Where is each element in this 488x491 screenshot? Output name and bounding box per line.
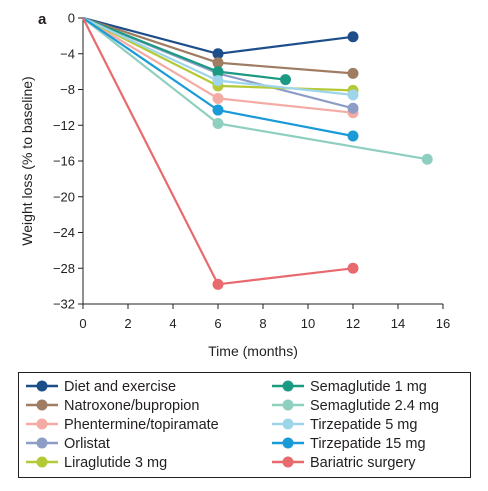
legend: Diet and exercise Natroxone/bupropion Phen…: [18, 372, 471, 478]
x-tick-label: 8: [259, 316, 266, 331]
point-tirzepatide-5-mg: [347, 89, 359, 101]
x-tick-label: 10: [301, 316, 315, 331]
point-bariatric-surgery: [212, 278, 224, 290]
x-tick-label: 14: [391, 316, 405, 331]
point-diet-and-exercise: [347, 31, 359, 43]
legend-label: Semaglutide 2.4 mg: [310, 398, 439, 414]
legend-label: Orlistat: [64, 436, 110, 452]
legend-item-bariatric-surgery: Bariatric surgery: [272, 455, 416, 471]
legend-item-phentermine-topiramate: Phentermine/topiramate: [26, 417, 219, 433]
y-tick-label: 0: [68, 11, 75, 26]
legend-swatch-marker: [282, 456, 294, 468]
y-tick-label: −24: [53, 225, 75, 240]
x-tick-label: 12: [346, 316, 360, 331]
y-tick-label: −4: [60, 46, 75, 61]
legend-swatch-marker: [282, 437, 294, 449]
panel-label: a: [38, 11, 47, 28]
legend-item-diet-and-exercise: Diet and exercise: [26, 379, 176, 395]
point-phentermine-topiramate: [212, 92, 224, 104]
x-tick-label: 0: [79, 316, 86, 331]
legend-swatch-marker: [36, 456, 48, 468]
axes: 0 2 4 6 8 10 12 14 16 0 −4 −8 −12 −16 −20 −24 −28 −32: [53, 11, 450, 332]
x-tick-label: 16: [436, 316, 450, 331]
x-axis-label: Time (months): [208, 343, 298, 359]
y-tick-label: −20: [53, 189, 75, 204]
legend-label: Semaglutide 1 mg: [310, 379, 427, 395]
y-tick-label: −28: [53, 261, 75, 276]
legend-swatch-marker: [282, 418, 294, 430]
legend-swatch-marker: [282, 380, 294, 392]
point-semaglutide-2-4-mg: [421, 153, 433, 165]
legend-label: Liraglutide 3 mg: [64, 455, 167, 471]
point-orlistat: [347, 102, 359, 114]
legend-swatch-marker: [36, 399, 48, 411]
legend-item-tirzepatide-5-mg: Tirzepatide 5 mg: [272, 417, 417, 433]
y-tick-label: −8: [60, 82, 75, 97]
y-tick-label: −32: [53, 297, 75, 312]
legend-label: Natroxone/bupropion: [64, 398, 199, 414]
y-axis-label: Weight loss (% to baseline): [19, 76, 35, 245]
x-tick-label: 6: [214, 316, 221, 331]
legend-label: Phentermine/topiramate: [64, 417, 219, 433]
point-diet-and-exercise: [212, 48, 224, 60]
legend-box: [18, 372, 471, 478]
point-tirzepatide-15-mg: [347, 130, 359, 142]
legend-item-semaglutide-1-mg: Semaglutide 1 mg: [272, 379, 427, 395]
series-points: [212, 31, 433, 290]
y-tick-label: −12: [53, 118, 75, 133]
legend-item-liraglutide-3-mg: Liraglutide 3 mg: [26, 455, 167, 471]
x-tick-label: 2: [124, 316, 131, 331]
legend-item-orlistat: Orlistat: [26, 436, 110, 452]
legend-label: Bariatric surgery: [310, 455, 416, 471]
legend-label: Tirzepatide 15 mg: [310, 436, 426, 452]
point-bariatric-surgery: [347, 262, 359, 274]
point-semaglutide-1-mg: [212, 66, 224, 78]
point-natroxone-bupropion: [212, 57, 224, 69]
series-lines: [82, 16, 428, 286]
legend-swatch-marker: [36, 380, 48, 392]
legend-label: Diet and exercise: [64, 379, 176, 395]
legend-swatch-marker: [282, 399, 294, 411]
legend-item-tirzepatide-15-mg: Tirzepatide 15 mg: [272, 436, 426, 452]
point-semaglutide-2-4-mg: [212, 117, 224, 129]
point-tirzepatide-5-mg: [212, 75, 224, 87]
point-tirzepatide-15-mg: [212, 104, 224, 116]
point-semaglutide-1-mg: [280, 74, 291, 86]
legend-label: Tirzepatide 5 mg: [310, 417, 417, 433]
point-natroxone-bupropion: [347, 67, 359, 79]
legend-item-natroxone-bupropion: Natroxone/bupropion: [26, 398, 199, 414]
legend-item-semaglutide-2-4-mg: Semaglutide 2.4 mg: [272, 398, 439, 414]
legend-swatch-marker: [36, 418, 48, 430]
y-tick-label: −16: [53, 154, 75, 169]
x-tick-label: 4: [169, 316, 176, 331]
legend-swatch-marker: [36, 437, 48, 449]
